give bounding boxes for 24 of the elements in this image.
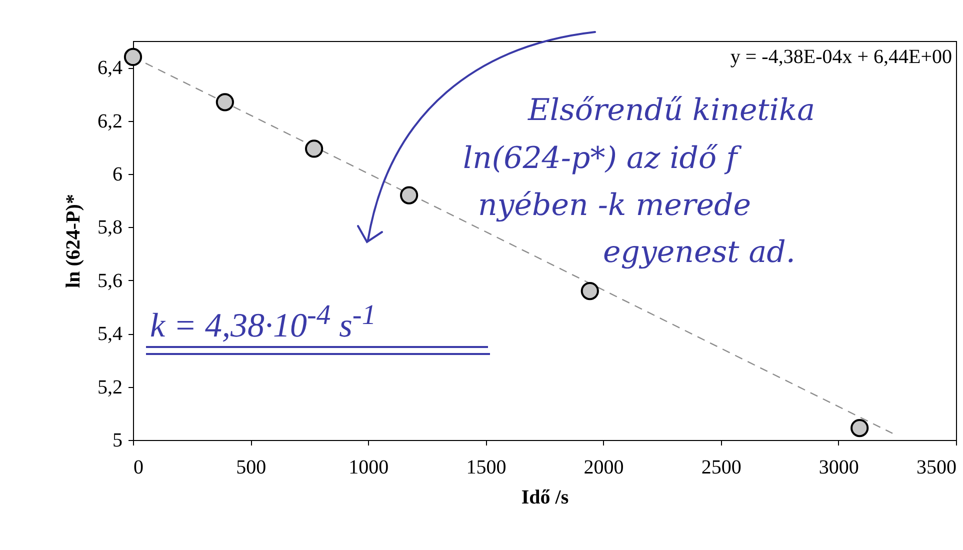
y-tick-label: 5 xyxy=(112,430,122,452)
y-tick-label: 6 xyxy=(112,164,122,186)
x-tick-label: 0 xyxy=(134,456,144,478)
y-tick-label: 6,4 xyxy=(98,57,122,80)
y-tick-label: 5,8 xyxy=(98,216,122,239)
x-tick-label: 3500 xyxy=(916,456,956,478)
y-axis-title: ln (624-P)* xyxy=(62,194,84,288)
x-tick-label: 2500 xyxy=(701,456,742,478)
annotation: ln(624-p*) az idő f xyxy=(463,141,742,176)
x-tick-label: 2000 xyxy=(584,456,624,478)
x-tick-label: 500 xyxy=(236,456,266,478)
annotation: y = -4,38E-04x + 6,44E+00 xyxy=(730,46,952,68)
x-tick-label: 1500 xyxy=(466,456,506,478)
annotation: egyenest ad. xyxy=(603,235,796,270)
y-tick-label: 5,2 xyxy=(98,376,122,398)
y-tick-label: 6,2 xyxy=(98,110,122,132)
annotation: nyében -k merede xyxy=(478,188,751,223)
x-tick-label: 3000 xyxy=(818,456,859,478)
annotation: Elsőrendű kinetika xyxy=(527,93,815,128)
annotation: k = 4,38·10$^{-4}$ s$^{-1}$ xyxy=(150,300,376,346)
y-tick-label: 5,6 xyxy=(98,270,122,292)
x-axis-title: Idő /s xyxy=(521,486,569,508)
y-tick-label: 5,4 xyxy=(98,323,122,346)
x-tick-label: 1000 xyxy=(348,456,389,478)
